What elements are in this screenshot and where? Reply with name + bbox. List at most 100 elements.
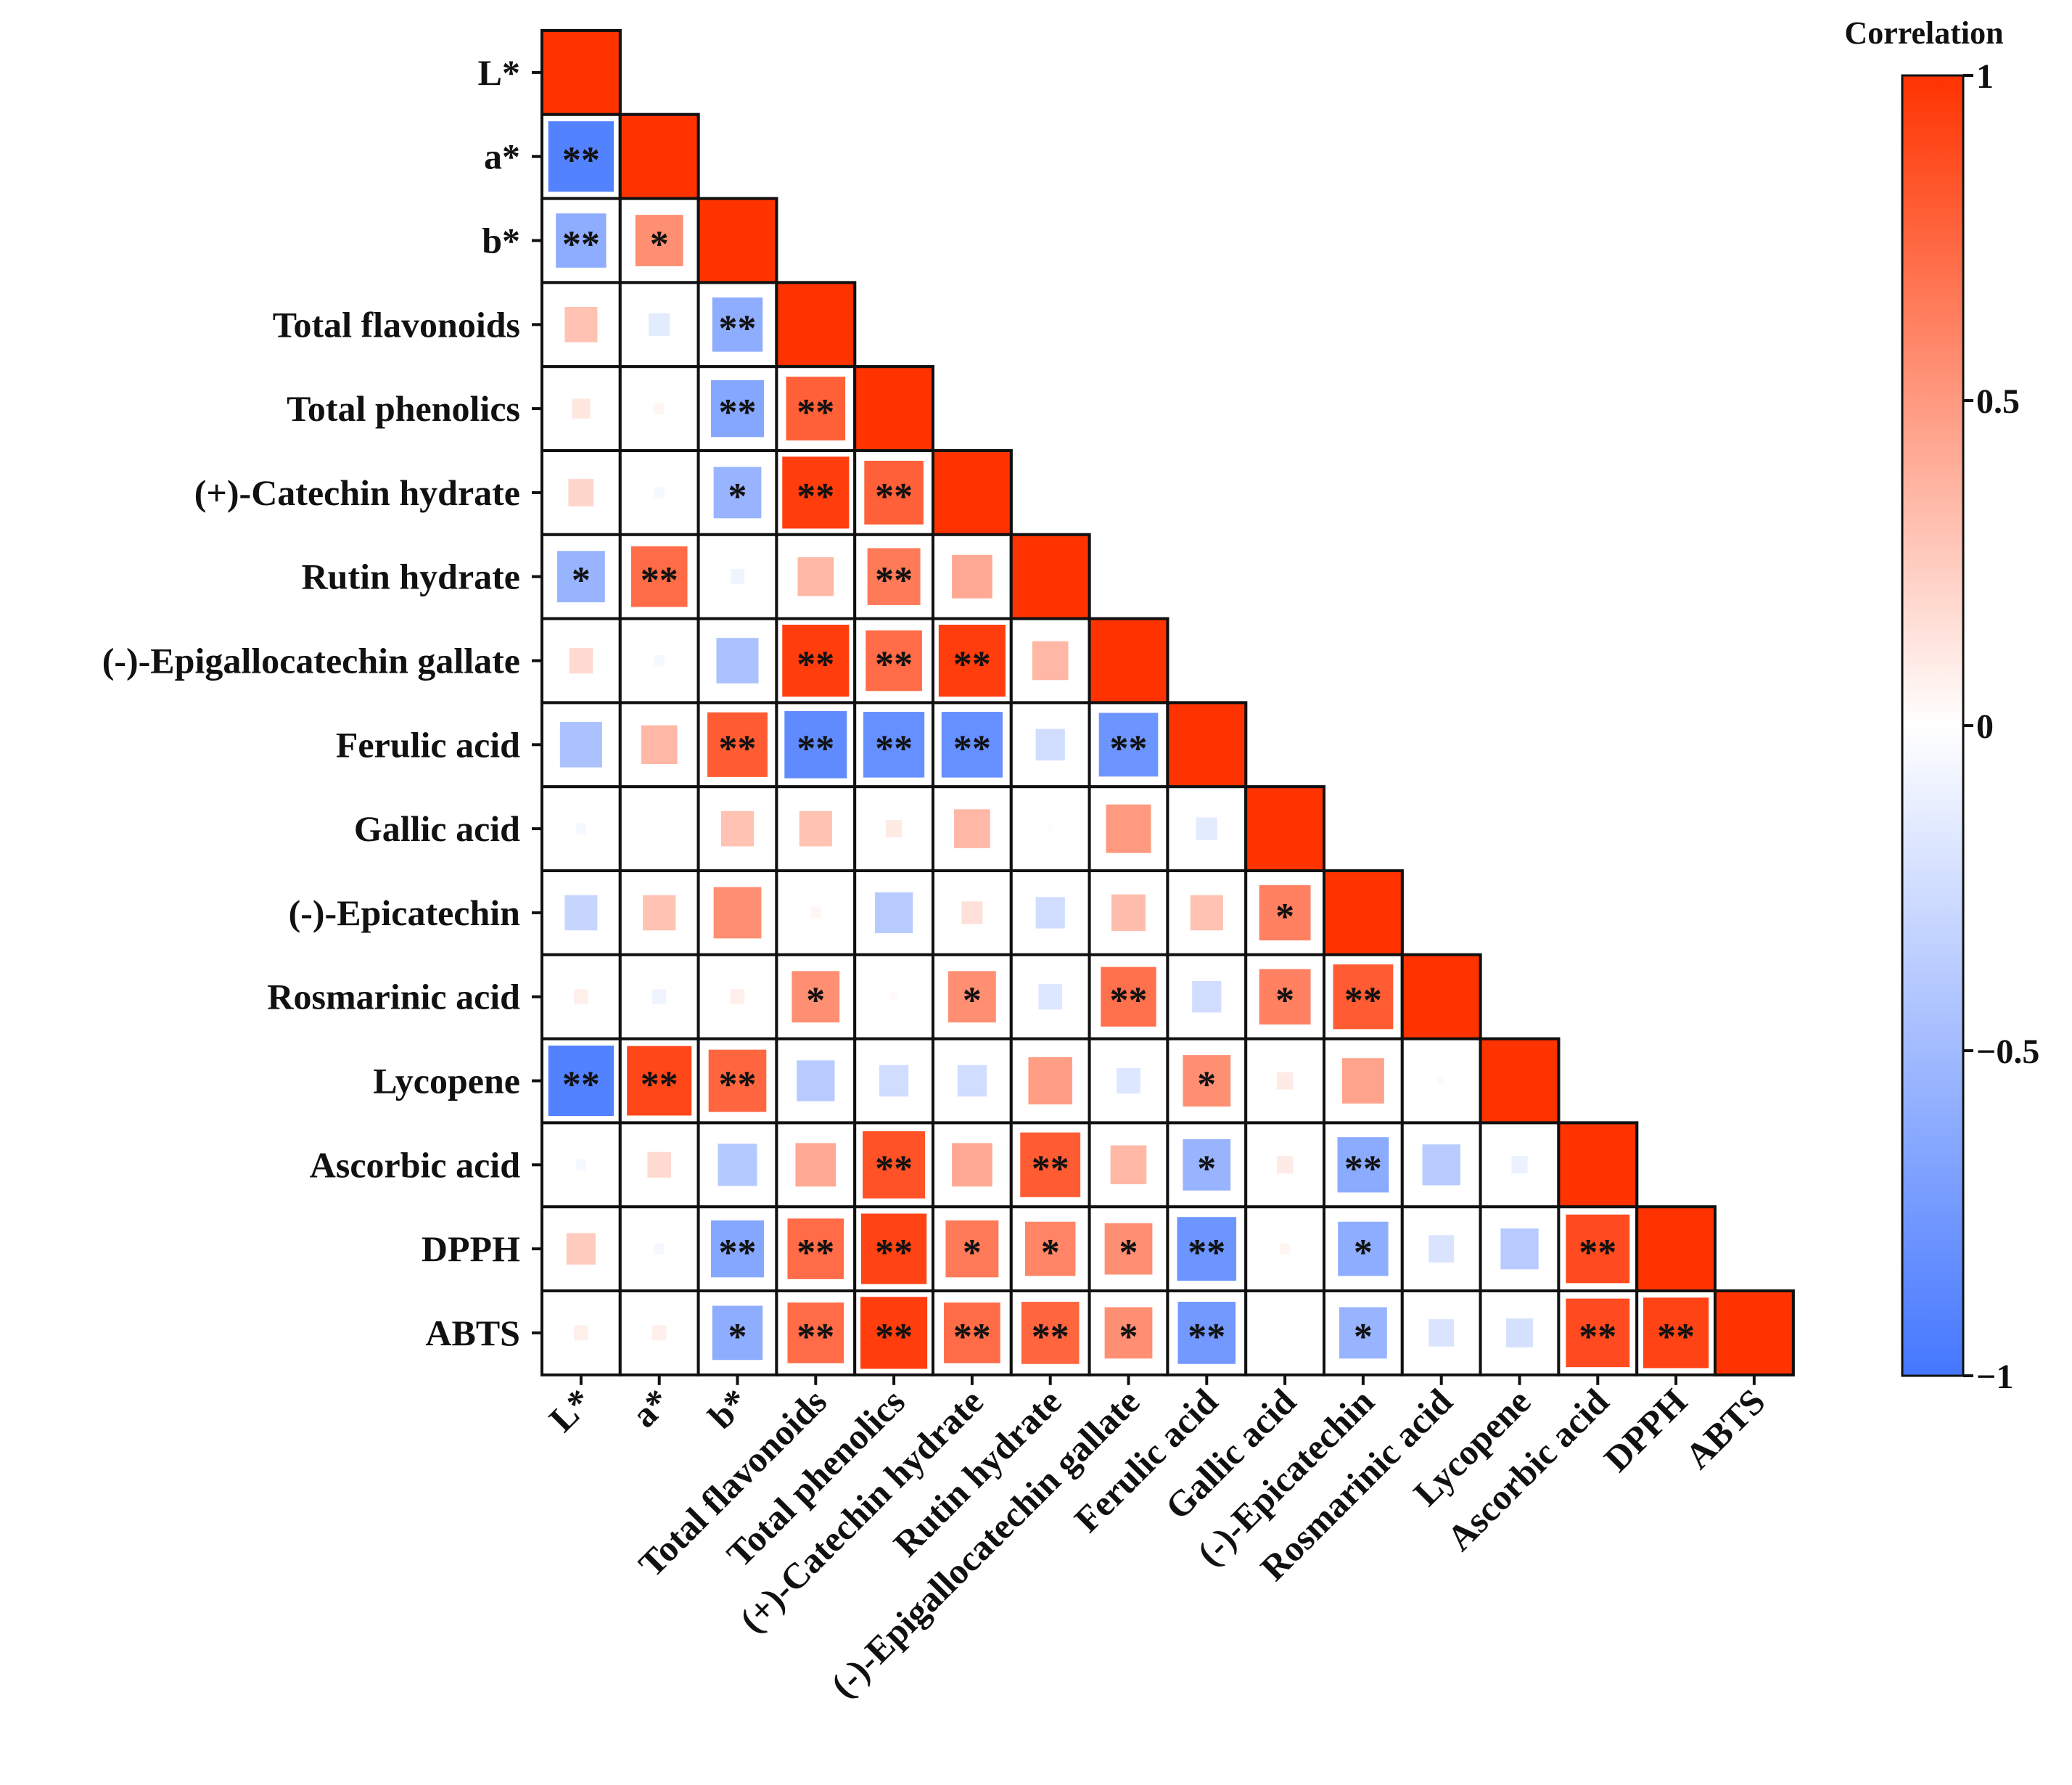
significance-label: * xyxy=(728,1316,747,1358)
heatmap-cell-square xyxy=(647,311,672,337)
heatmap-cell-square xyxy=(567,646,595,676)
significance-label: ** xyxy=(797,1232,834,1273)
heatmap-cell-square xyxy=(1400,953,1482,1041)
heatmap-cell-square xyxy=(1336,1136,1391,1194)
heatmap-cell-square xyxy=(1257,883,1312,943)
heatmap-cell-square xyxy=(1564,1297,1632,1369)
row-label: Ascorbic acid xyxy=(310,1144,520,1185)
heatmap-cell-square xyxy=(546,1043,616,1118)
heatmap-cell-square xyxy=(1109,1144,1148,1186)
heatmap-cell-square xyxy=(863,459,925,526)
heatmap-cell-square xyxy=(1504,1316,1535,1349)
heatmap-cell-square xyxy=(1564,1212,1632,1285)
heatmap-cell-square xyxy=(574,1157,588,1172)
heatmap-cell-square xyxy=(554,212,608,269)
heatmap-cell-square xyxy=(1046,824,1055,834)
heatmap-cell-square xyxy=(947,969,998,1025)
significance-label: * xyxy=(963,1232,982,1273)
heatmap-cell-square xyxy=(1479,1037,1561,1125)
heatmap-cell-square xyxy=(873,890,915,935)
row-label: Rutin hydrate xyxy=(302,557,520,597)
heatmap-cell-square xyxy=(937,623,1007,699)
heatmap-cell-square xyxy=(796,555,836,598)
heatmap-cell-square xyxy=(1635,1205,1717,1292)
row-label: (-)-Epicatechin xyxy=(289,892,521,933)
heatmap-cell-square xyxy=(1714,1289,1795,1376)
heatmap-cell-square xyxy=(790,969,842,1025)
significance-label: ** xyxy=(1188,1316,1225,1358)
heatmap-cell-square xyxy=(1088,617,1169,705)
heatmap-cell-square xyxy=(641,893,678,932)
heatmap-cell-square xyxy=(719,809,756,848)
heatmap-cell-square xyxy=(784,375,847,442)
heatmap-cell-square xyxy=(728,567,747,586)
significance-label: ** xyxy=(953,644,991,686)
heatmap-cell-square xyxy=(564,1231,598,1266)
significance-label: * xyxy=(572,560,591,602)
significance-label: ** xyxy=(875,1232,913,1273)
heatmap-cell-square xyxy=(652,485,666,500)
heatmap-cell-square xyxy=(618,112,700,200)
heatmap-cell-square xyxy=(706,710,769,779)
significance-label: ** xyxy=(719,392,757,433)
significance-label: ** xyxy=(1110,980,1148,1022)
row-label: Total flavonoids xyxy=(273,304,520,345)
heatmap-cell-square xyxy=(633,213,685,268)
heatmap-cell-square xyxy=(944,1218,1000,1279)
heatmap-cell-square xyxy=(795,1059,836,1103)
row-label: Rosmarinic acid xyxy=(267,977,520,1017)
heatmap-cell-square xyxy=(646,1150,673,1179)
heatmap-cells: **** ***** *** ** *** ** **** ** **** ** ** ** **** *… xyxy=(540,29,1795,1376)
row-label: Lycopene xyxy=(373,1061,520,1101)
significance-label: ** xyxy=(1344,1148,1382,1189)
column-label: L* xyxy=(541,1381,600,1440)
heatmap-cell-square xyxy=(540,29,622,116)
heatmap-cell-square xyxy=(1278,1242,1292,1256)
heatmap-cell-square xyxy=(1115,1066,1142,1096)
significance-label: * xyxy=(650,224,669,266)
heatmap-cell-square xyxy=(781,623,851,699)
heatmap-cell-square xyxy=(629,544,689,609)
heatmap-cell-square xyxy=(877,1063,910,1099)
heatmap-cell-square xyxy=(1257,967,1312,1026)
column-label: b* xyxy=(700,1381,756,1437)
significance-label: ** xyxy=(1579,1232,1616,1273)
heatmap-cell-square xyxy=(940,710,1004,779)
significance-label: ** xyxy=(719,1232,757,1273)
heatmap-cell-square xyxy=(889,991,900,1003)
colorbar-title: Correlation xyxy=(1844,15,2003,51)
heatmap-cell-square xyxy=(639,723,679,766)
heatmap-cell-square xyxy=(572,1324,590,1342)
colorbar-tick-label: 0 xyxy=(1976,707,1994,746)
heatmap-cell-square xyxy=(1244,785,1325,872)
heatmap-cell-square xyxy=(1194,816,1219,842)
colorbar-tick-label: −0.5 xyxy=(1976,1033,2039,1071)
heatmap-cell-square xyxy=(567,477,596,508)
heatmap-cell-square xyxy=(853,365,934,453)
colorbar-gradient xyxy=(1901,74,1965,1377)
heatmap-cell-square xyxy=(712,885,763,940)
significance-label: ** xyxy=(797,476,834,517)
heatmap-cell-square xyxy=(570,397,592,420)
heatmap-cell-square xyxy=(797,809,834,848)
heatmap-cell-square xyxy=(786,1301,846,1365)
heatmap-cell-square xyxy=(1275,1154,1295,1175)
heatmap-cell-square xyxy=(728,988,747,1006)
significance-label: ** xyxy=(562,140,600,181)
heatmap-cell-square xyxy=(786,1217,846,1281)
heatmap-cell-square xyxy=(651,1324,668,1342)
significance-label: ** xyxy=(1032,1316,1069,1358)
significance-label: * xyxy=(728,476,747,517)
significance-label: ** xyxy=(953,1316,991,1358)
heatmap-cell-square xyxy=(710,1304,765,1362)
row-label: Ferulic acid xyxy=(336,724,520,765)
heatmap-cell-square xyxy=(1103,1305,1154,1361)
colorbar-tick-label: 1 xyxy=(1976,57,1994,96)
row-label: b* xyxy=(482,221,520,261)
heatmap-cell-square xyxy=(1019,1300,1081,1366)
heatmap-cell-square xyxy=(572,988,590,1006)
heatmap-cell-square xyxy=(1181,1054,1233,1108)
heatmap-cell-square xyxy=(1097,711,1160,779)
